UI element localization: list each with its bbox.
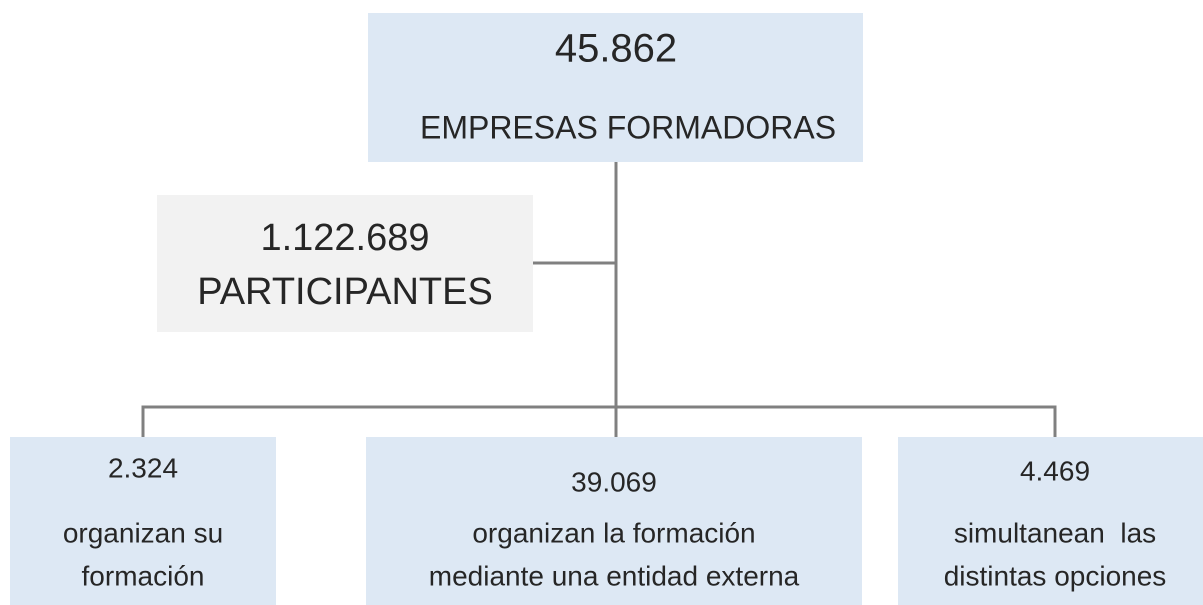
connector-lines: [141, 162, 1057, 437]
node-value: 39.069: [571, 466, 657, 497]
top-box: [368, 13, 863, 162]
node-value: 2.324: [108, 452, 178, 483]
node-label: PARTICIPANTES: [197, 271, 493, 313]
node-label: distintas opciones: [944, 560, 1167, 591]
node-label: organizan su: [63, 517, 223, 548]
node-label: EMPRESAS FORMADORAS: [420, 109, 836, 145]
bottom-box: [898, 437, 1203, 605]
node-label: formación: [82, 560, 205, 591]
node-label: mediante una entidad externa: [429, 560, 800, 591]
node-label: simultanean las: [954, 517, 1156, 548]
node-label: organizan la formación: [472, 517, 755, 548]
node-value: 4.469: [1020, 455, 1090, 486]
node-value: 1.122.689: [260, 217, 429, 259]
node-value: 45.862: [555, 27, 677, 71]
bottom-box: [366, 437, 862, 605]
participants-box: [157, 195, 533, 332]
bottom-box: [10, 437, 276, 605]
